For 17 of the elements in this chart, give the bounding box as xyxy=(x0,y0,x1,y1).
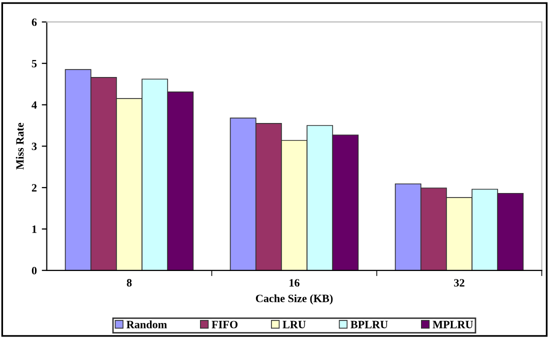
y-axis-title: Miss Rate xyxy=(16,122,24,170)
y-tick-label: 6 xyxy=(32,18,37,26)
legend-label: LRU xyxy=(282,320,306,328)
y-tick-label: 1 xyxy=(32,226,36,233)
x-tick-label: 32 xyxy=(454,279,464,287)
legend-label: FIFO xyxy=(212,320,238,328)
y-tick-label: 3 xyxy=(32,142,37,150)
y-tick-label: 0 xyxy=(32,266,37,274)
y-tick-label: 2 xyxy=(32,184,37,192)
legend-label: BPLRU xyxy=(350,320,388,328)
legend-label: MPLRU xyxy=(432,320,473,328)
x-tick-label: 8 xyxy=(126,279,132,287)
y-tick-label: 4 xyxy=(32,101,37,109)
x-tick-label: 16 xyxy=(290,279,300,287)
x-axis-title: Cache Size (KB) xyxy=(256,294,333,304)
y-tick-label: 5 xyxy=(32,60,37,68)
legend-label: Random xyxy=(126,320,167,328)
